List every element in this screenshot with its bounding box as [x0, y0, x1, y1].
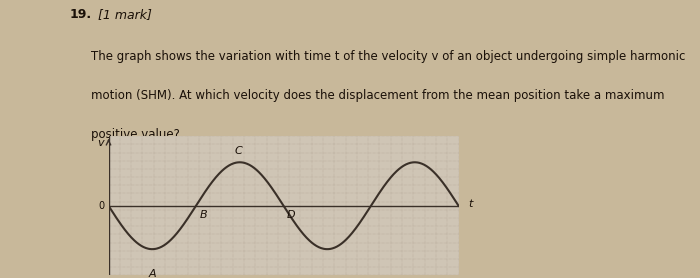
Text: t: t	[468, 198, 472, 208]
Text: v: v	[97, 138, 104, 148]
Text: D: D	[287, 210, 295, 220]
Text: 0: 0	[99, 201, 104, 211]
Text: motion (SHM). At which velocity does the displacement from the mean position tak: motion (SHM). At which velocity does the…	[91, 89, 664, 102]
Text: 19.: 19.	[70, 8, 92, 21]
Text: A: A	[148, 269, 156, 278]
Text: B: B	[199, 210, 207, 220]
Text: positive value?: positive value?	[91, 128, 180, 141]
Text: The graph shows the variation with time t of the velocity v of an object undergo: The graph shows the variation with time …	[91, 50, 685, 63]
Text: [1 mark]: [1 mark]	[94, 8, 153, 21]
Text: C: C	[234, 146, 242, 156]
